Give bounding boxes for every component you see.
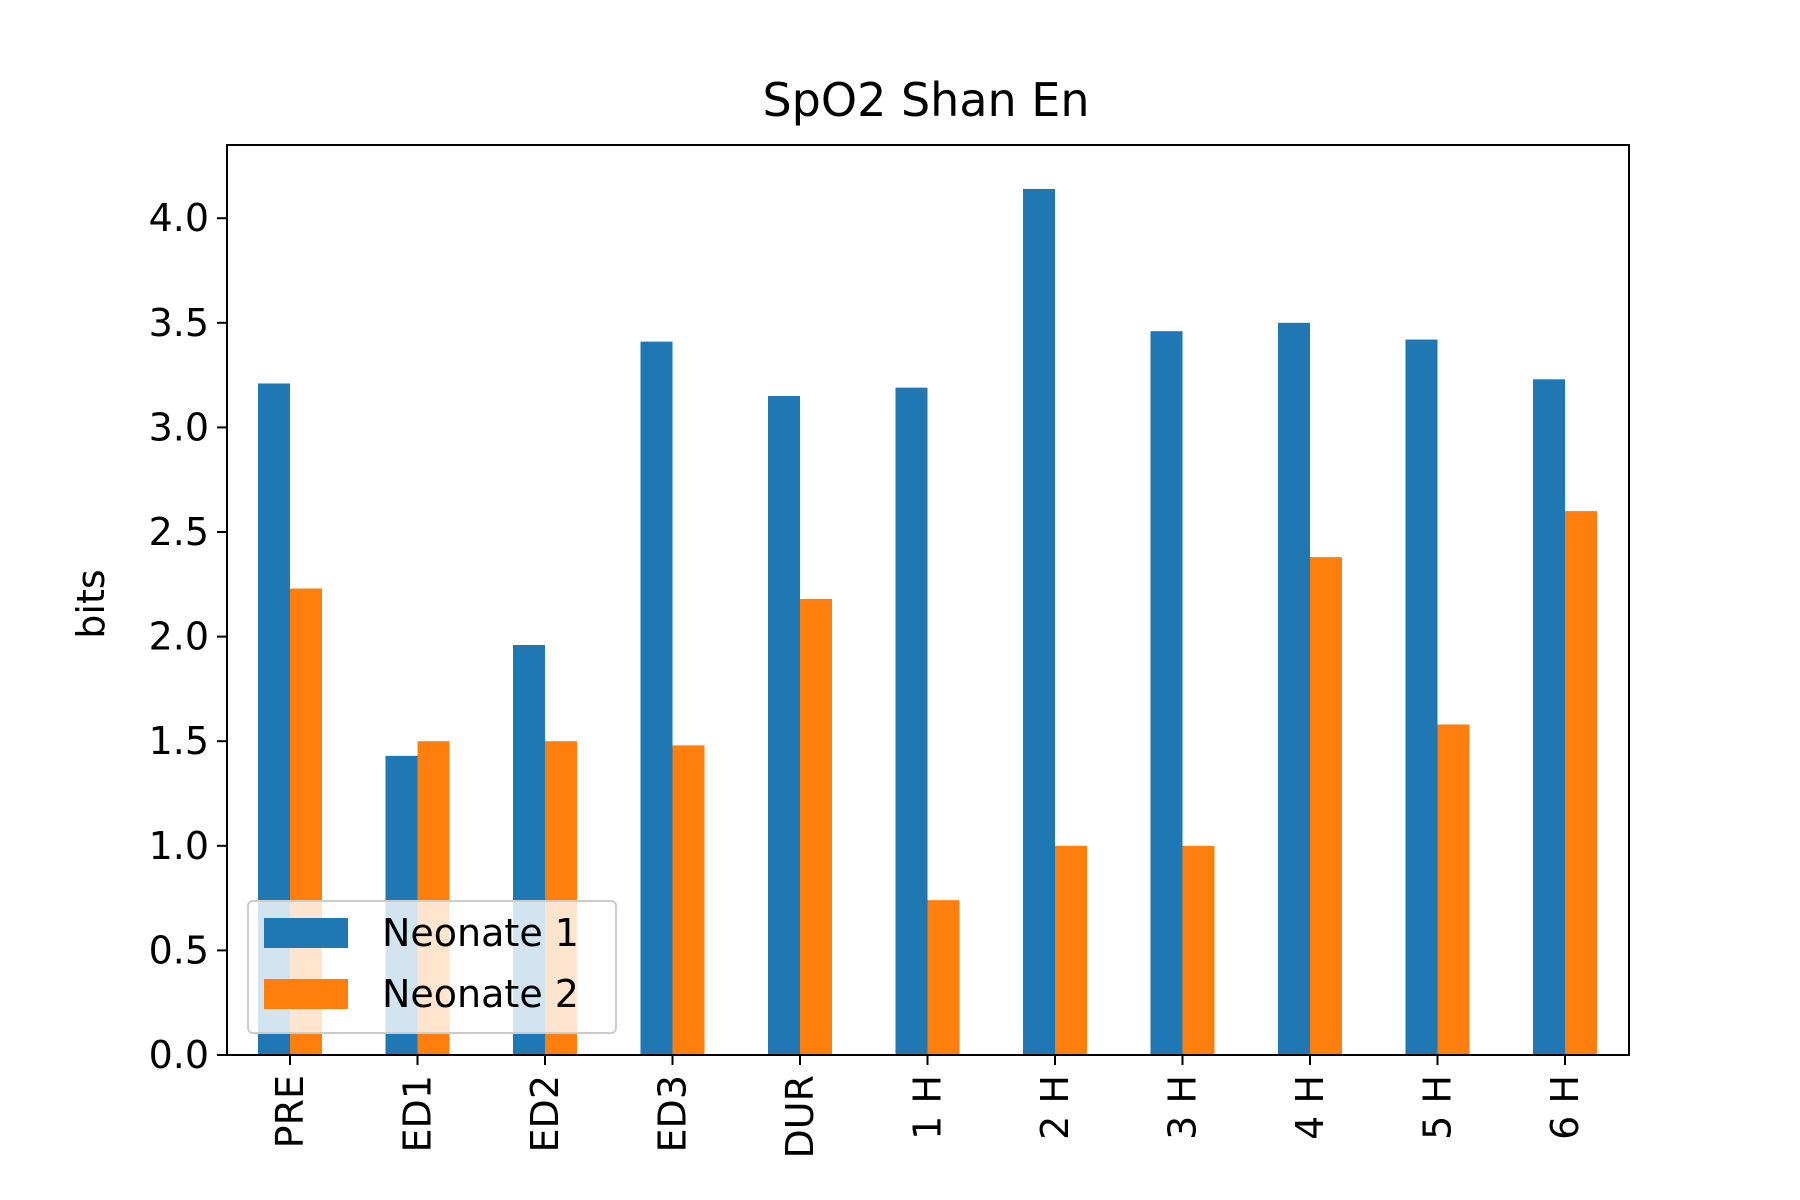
legend-label-neonate1: Neonate 1 xyxy=(382,911,579,955)
bar-neonate2-ed3 xyxy=(672,745,705,1055)
y-axis-label: bits xyxy=(69,569,113,638)
legend: Neonate 1 Neonate 2 xyxy=(247,900,617,1034)
y-tick-label: 3.5 xyxy=(149,301,209,345)
x-tick-label: ED2 xyxy=(523,1075,567,1152)
y-tick-label: 0.5 xyxy=(149,928,209,972)
legend-swatch-neonate2 xyxy=(264,979,348,1009)
x-tick-label: 3 H xyxy=(1161,1075,1205,1140)
bar-neonate1-1h xyxy=(895,387,928,1056)
bar-neonate1-dur xyxy=(768,396,800,1055)
bar-neonate1-4h xyxy=(1278,322,1310,1055)
y-tick-label: 3.0 xyxy=(149,405,209,449)
legend-swatch-neonate1 xyxy=(264,918,348,948)
y-tick-label: 2.0 xyxy=(149,615,209,659)
x-tick-label: 1 H xyxy=(906,1075,950,1140)
y-tick-label: 2.5 xyxy=(149,510,209,554)
bar-neonate2-2h xyxy=(1055,845,1087,1055)
bar-neonate1-3h xyxy=(1150,331,1183,1055)
x-tick-label: 5 H xyxy=(1416,1075,1460,1140)
chart-title: SpO2 Shan En xyxy=(762,73,1089,127)
x-tick-label: 6 H xyxy=(1543,1075,1587,1140)
x-tick-label: ED3 xyxy=(651,1075,695,1152)
bar-neonate2-6h xyxy=(1565,511,1597,1056)
y-tick-label: 0.0 xyxy=(149,1033,209,1077)
bar-neonate1-ed3 xyxy=(640,341,673,1055)
bar-neonate2-5h xyxy=(1437,724,1470,1055)
x-tick-label: 4 H xyxy=(1288,1075,1332,1140)
y-tick-label: 1.5 xyxy=(149,719,209,763)
axes-layer: 0.0 0.5 1.0 1.5 2.0 2.5 3.0 3.5 4.0 PRE ED1 ED2 ED3 D… xyxy=(149,144,1630,1158)
x-tick-label: PRE xyxy=(268,1075,312,1148)
x-tick-label: DUR xyxy=(778,1075,822,1158)
bar-neonate2-dur xyxy=(800,598,832,1055)
bar-neonate2-3h xyxy=(1182,845,1215,1055)
x-tick-label: ED1 xyxy=(396,1075,440,1152)
bar-neonate1-6h xyxy=(1533,379,1565,1056)
y-tick-label: 1.0 xyxy=(149,824,209,868)
x-tick-label: 2 H xyxy=(1033,1075,1077,1140)
legend-label-neonate2: Neonate 2 xyxy=(382,972,579,1016)
bar-neonate2-1h xyxy=(927,900,960,1055)
bar-neonate1-2h xyxy=(1023,188,1055,1055)
bar-neonate2-4h xyxy=(1310,557,1342,1055)
y-tick-label: 4.0 xyxy=(149,196,209,240)
bar-neonate1-5h xyxy=(1405,339,1438,1055)
